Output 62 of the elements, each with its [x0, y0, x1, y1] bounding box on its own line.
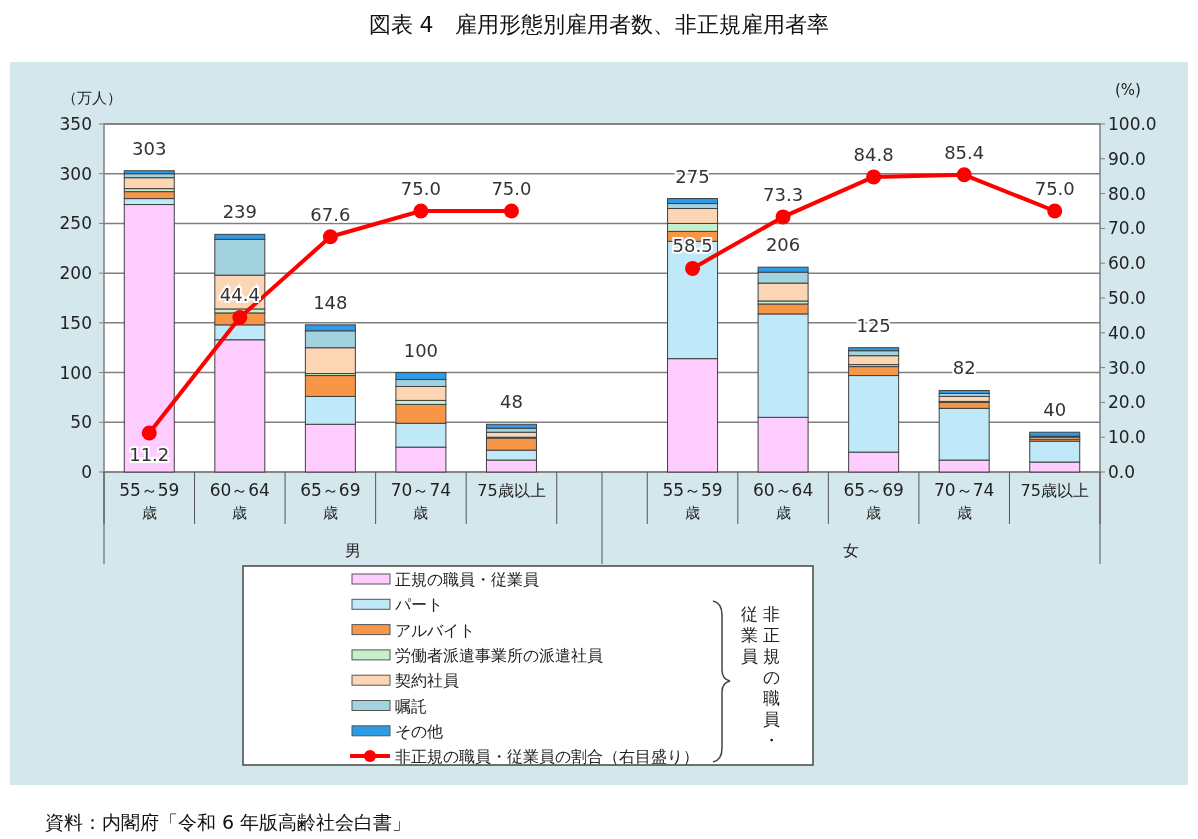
y-tick-label: 50 [70, 412, 92, 433]
y2-tick-label: 10.0 [1108, 427, 1146, 448]
legend-label: アルバイト [395, 620, 475, 640]
total-label: 100 [403, 339, 439, 361]
y-tick-label: 150 [59, 312, 92, 333]
y2-tick-label: 0.0 [1108, 462, 1136, 482]
legend-label: 嘱託 [395, 696, 427, 716]
data-label: 85.4 [944, 141, 985, 163]
x-tick-label: 65～69歳 [300, 480, 361, 522]
y-tick-label: 0 [81, 462, 92, 482]
x-tick-label: 75歳以上 [1020, 481, 1089, 500]
x-tick-label: 70～74歳 [934, 480, 995, 522]
y2-tick-label: 70.0 [1108, 218, 1146, 239]
text: 従業員 [740, 604, 758, 667]
x-tick-label: 60～64歳 [752, 480, 814, 522]
y-axis-title: （万人） [62, 89, 122, 107]
legend-label: 労働者派遣事業所の派遣社員 [395, 645, 603, 665]
y-tick-label: 250 [59, 213, 92, 234]
y2-tick-label: 40.0 [1108, 322, 1146, 343]
y2-tick-label: 90.0 [1108, 148, 1146, 169]
y2-tick-label: 30.0 [1108, 357, 1146, 378]
x-tick-label: 65～69歳 [843, 480, 904, 522]
text: 非正規の職員・ [762, 604, 780, 751]
x-tick-label: 70～74歳 [390, 480, 452, 522]
data-label: 84.8 [853, 143, 894, 165]
x-tick-label: 75歳以上 [477, 481, 546, 500]
data-label: 75.0 [491, 178, 532, 199]
data-label: 58.5 [672, 235, 713, 257]
data-label: 11.2 [129, 444, 170, 466]
y2-tick-label: 80.0 [1108, 183, 1146, 204]
total-label: 40 [1043, 399, 1067, 421]
data-label: 75.0 [1034, 178, 1075, 199]
legend-label: その他 [395, 721, 443, 741]
text: 男 [345, 541, 361, 560]
x-tick-label: 55～59歳 [662, 480, 723, 522]
total-label: 48 [500, 391, 523, 413]
data-label: 44.4 [219, 284, 260, 306]
y-tick-label: 200 [59, 263, 92, 284]
y-tick-label: 100 [59, 362, 92, 383]
legend-label: パート [394, 595, 443, 615]
legend-label: 非正規の職員・従業員の割合（右目盛り） [395, 747, 699, 767]
data-label: 73.3 [763, 183, 804, 205]
y2-tick-label: 100.0 [1108, 114, 1157, 134]
y2-axis-title: (%) [1115, 81, 1141, 99]
y-tick-label: 350 [59, 114, 92, 134]
total-label: 303 [132, 137, 167, 159]
legend-label: 正規の職員・従業員 [395, 570, 539, 589]
data-label: 75.0 [400, 178, 441, 199]
total-label: 206 [765, 234, 801, 256]
y2-tick-label: 20.0 [1108, 392, 1146, 413]
y2-tick-label: 50.0 [1108, 288, 1146, 308]
y-tick-label: 300 [59, 163, 92, 184]
data-label: 67.6 [310, 203, 351, 225]
legend-label: 契約社員 [395, 671, 459, 691]
total-label: 239 [222, 201, 257, 223]
chart-title: 図表 4 雇用形態別雇用者数、非正規雇用者率 [368, 12, 830, 37]
total-label: 148 [313, 291, 348, 313]
x-tick-label: 60～64歳 [209, 480, 270, 522]
text: 女 [843, 541, 859, 560]
y2-tick-label: 60.0 [1108, 253, 1146, 274]
x-tick-label: 55～59歳 [119, 480, 180, 522]
text: 資料：内閣府「令和 6 年版高齢社会白書」 [45, 811, 412, 833]
